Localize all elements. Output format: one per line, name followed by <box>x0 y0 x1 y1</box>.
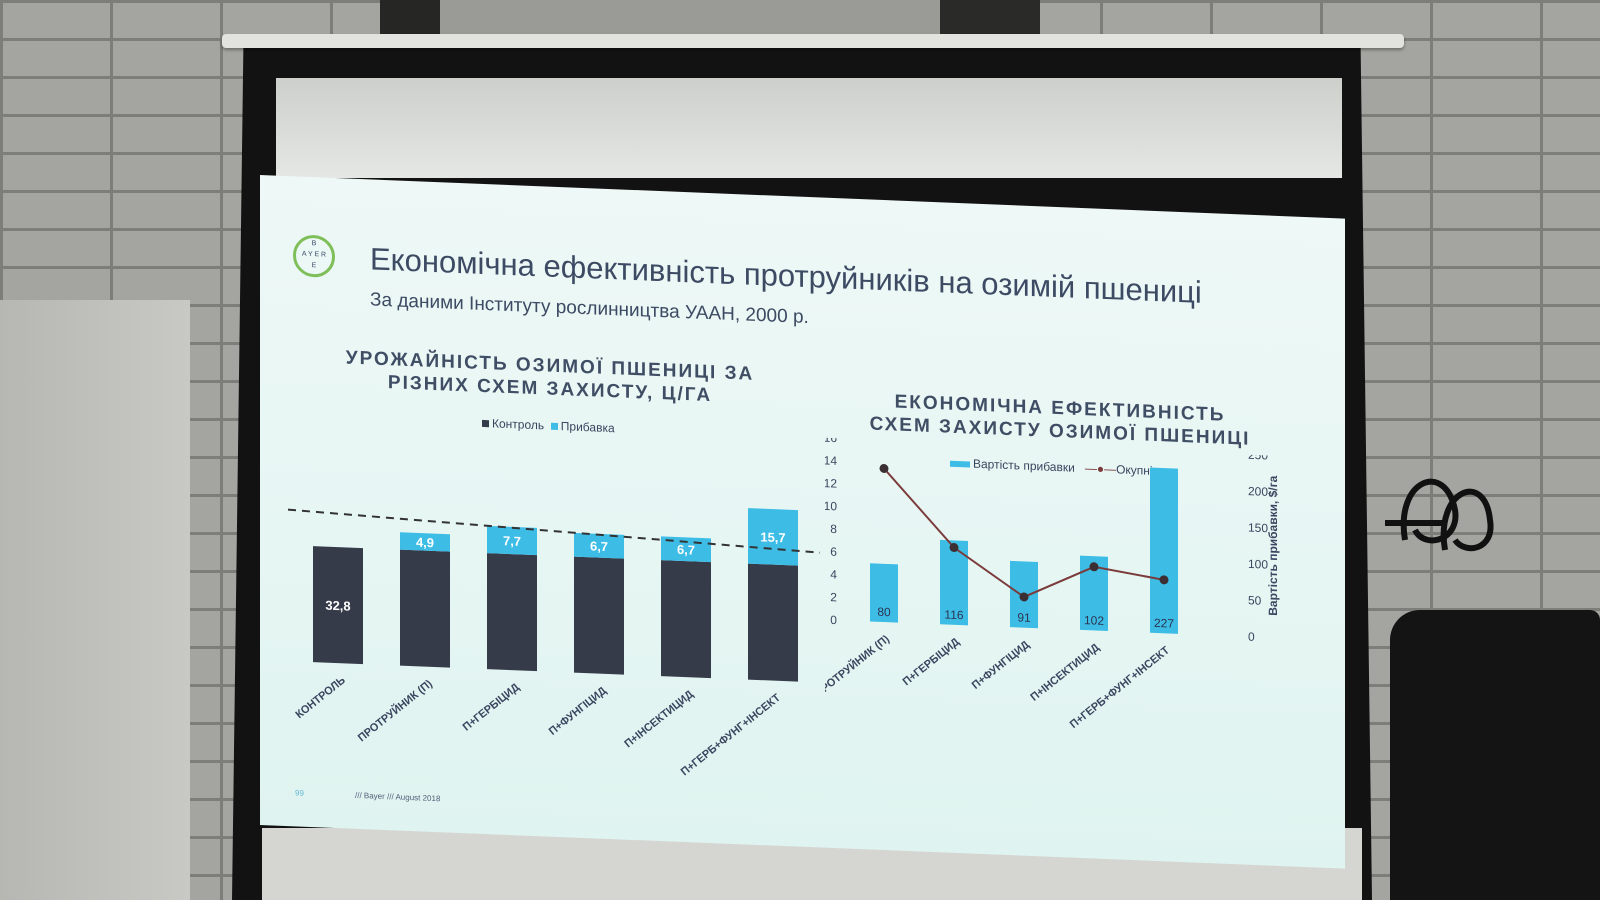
chart1-title: УРОЖАЙНІСТЬ ОЗИМОЇ ПШЕНИЦІ ЗА РІЗНИХ СХЕ… <box>320 345 780 409</box>
bar-gain-cost <box>870 563 898 623</box>
category-label: ПРОТРУЙНИК (П) <box>355 677 435 744</box>
bar-gain <box>400 532 450 552</box>
category-label: П+ІНСЕКТИЦИД <box>622 688 696 750</box>
left-axis-tick: 12 <box>825 476 837 491</box>
economic-efficiency-chart: 0246810121416050100150200250Окупність ра… <box>825 438 1280 731</box>
bar-gain-cost <box>1080 555 1108 632</box>
whiteboard-panel <box>0 300 190 900</box>
bayer-logo: B A Y E R E <box>293 234 335 279</box>
right-axis-tick: 150 <box>1248 520 1268 535</box>
data-label: 102 <box>1084 613 1104 628</box>
bar-control <box>313 546 363 665</box>
data-label: 6,7 <box>677 542 695 558</box>
right-axis-tick: 50 <box>1248 593 1262 608</box>
coat-hanger <box>1385 478 1494 552</box>
projector-screen-bar <box>222 34 1404 48</box>
category-label: П+ГЕРБ+ФУНГ+ІНСЕКТ <box>679 692 783 779</box>
slide-page-number: 99 <box>295 788 304 798</box>
category-label: П+ФУНГІЦИД <box>970 639 1032 692</box>
bar-control <box>400 549 450 668</box>
left-axis-tick: 8 <box>830 522 837 536</box>
left-axis-tick: 14 <box>825 453 837 468</box>
category-label: П+ГЕРБІЦИД <box>461 681 522 733</box>
yield-chart: 32,8 КОНТРОЛЬ 4,9 ПРОТРУЙНИК (П) 7,7 П+ГЕРБІЦ… <box>287 508 820 779</box>
left-axis-tick: 0 <box>830 613 837 627</box>
bar-gain <box>487 525 537 556</box>
data-label: 6,7 <box>590 538 608 554</box>
hanging-coat <box>1390 610 1600 900</box>
bar-control <box>661 560 711 679</box>
payback-point <box>1019 592 1029 602</box>
left-axis-tick: 16 <box>825 438 837 445</box>
bar-gain-cost <box>940 539 968 626</box>
bar-gain <box>574 532 624 559</box>
data-label: 80 <box>877 605 891 620</box>
category-label: П+ГЕРБІЦИД <box>901 636 962 688</box>
bar-control <box>574 556 624 675</box>
category-label: П+ФУНГІЦИД <box>547 685 609 738</box>
left-axis-tick: 4 <box>830 567 837 581</box>
bar-control <box>487 553 537 672</box>
data-label: 15,7 <box>760 529 785 545</box>
data-label: 227 <box>1154 616 1174 631</box>
right-axis-label: Вартість прибавки, $/га <box>1266 475 1280 616</box>
data-label: 7,7 <box>503 533 521 549</box>
slide-subtitle: За даними Інституту рослинництва УААН, 2… <box>370 289 809 329</box>
category-label: ПРОТРУЙНИК (П) <box>825 632 892 699</box>
left-axis-tick: 2 <box>830 590 837 604</box>
data-label: 91 <box>1017 610 1031 625</box>
bar-gain <box>748 508 798 566</box>
payback-point <box>1159 575 1169 585</box>
payback-point <box>949 543 959 553</box>
bar-control <box>748 563 798 682</box>
data-label: 116 <box>944 607 963 622</box>
left-axis-tick: 6 <box>830 545 837 559</box>
right-axis-tick: 0 <box>1248 630 1255 644</box>
bar-gain-cost <box>1150 467 1178 634</box>
presentation-slide: B A Y E R E Економічна ефективність прот… <box>260 175 1345 869</box>
payback-point <box>879 463 889 474</box>
data-label: 4,9 <box>416 535 434 551</box>
right-axis-tick: 100 <box>1248 557 1268 572</box>
category-label: П+ІНСЕКТИЦИД <box>1028 642 1102 704</box>
data-label: 32,8 <box>325 598 350 614</box>
left-axis-tick: 10 <box>825 499 837 514</box>
screen-upper-area <box>276 78 1342 178</box>
payback-point <box>1089 562 1099 572</box>
right-axis-tick: 200 <box>1248 484 1268 499</box>
reference-dashed-line <box>287 508 820 555</box>
category-label: КОНТРОЛЬ <box>293 674 348 721</box>
ceiling-dark-element <box>380 0 440 40</box>
